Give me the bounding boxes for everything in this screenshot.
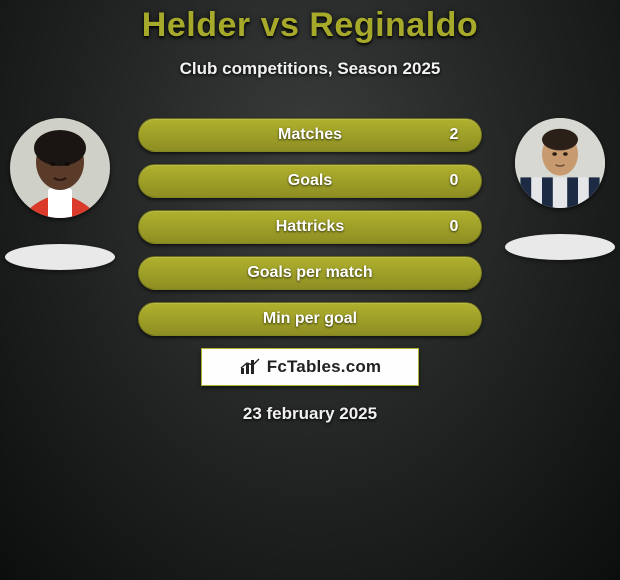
stat-label: Hattricks	[193, 218, 427, 236]
comparison-card: Helder vs Reginaldo Club competitions, S…	[0, 0, 620, 580]
stat-row-matches: Matches 2	[138, 118, 482, 152]
title-player1: Helder	[142, 6, 251, 44]
brand-badge: FcTables.com	[201, 348, 419, 386]
stat-row-goals: Goals 0	[138, 164, 482, 198]
title-vs: vs	[261, 6, 300, 44]
stat-right-value: 0	[427, 172, 481, 190]
stat-label: Goals per match	[193, 264, 427, 282]
content-area: Matches 2 Goals 0 Hattricks 0 Goals per …	[0, 108, 620, 424]
stat-row-goals-per-match: Goals per match	[138, 256, 482, 290]
stat-row-hattricks: Hattricks 0	[138, 210, 482, 244]
brand-text: FcTables.com	[267, 357, 382, 377]
player2-column	[500, 118, 620, 260]
player1-country-pill	[5, 244, 115, 270]
stat-right-value: 0	[427, 218, 481, 236]
stat-row-min-per-goal: Min per goal	[138, 302, 482, 336]
stat-right-value: 2	[427, 126, 481, 144]
subtitle: Club competitions, Season 2025	[0, 59, 620, 79]
stat-label: Matches	[193, 126, 427, 144]
page-title: Helder vs Reginaldo	[0, 0, 620, 45]
player-avatar-helder	[10, 118, 110, 218]
player2-country-pill	[505, 234, 615, 260]
stat-label: Min per goal	[193, 310, 427, 328]
bar-chart-icon	[239, 358, 261, 376]
title-player2: Reginaldo	[309, 6, 478, 44]
date-label: 23 february 2025	[0, 404, 620, 424]
stats-table: Matches 2 Goals 0 Hattricks 0 Goals per …	[138, 108, 482, 336]
player1-column	[0, 118, 120, 270]
player-avatar-reginaldo	[515, 118, 605, 208]
stat-label: Goals	[193, 172, 427, 190]
